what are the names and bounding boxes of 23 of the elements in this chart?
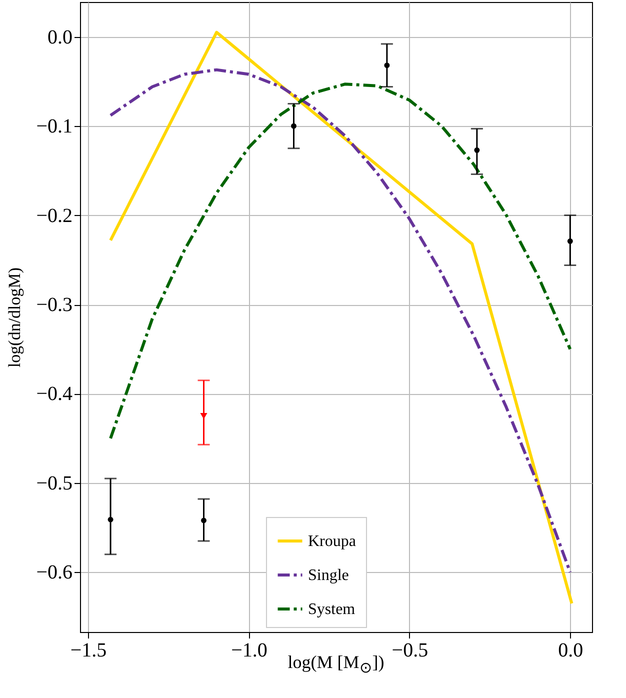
y-tick-label: 0.0	[48, 26, 72, 48]
y-tick-label: −0.4	[36, 383, 72, 406]
legend-label: Single	[308, 567, 349, 584]
x-axis-title: log(M [M$_{⊙}$])	[288, 652, 384, 677]
y-tick-label: −0.3	[36, 294, 72, 316]
legend-label: System	[308, 601, 356, 618]
line-series	[109, 82, 572, 440]
point	[201, 518, 206, 524]
x-tick-label: −1.5	[70, 640, 107, 662]
point	[384, 62, 390, 68]
point	[290, 123, 296, 129]
y-axis-title: log(dn/dlogM)	[5, 267, 24, 368]
point	[108, 516, 114, 522]
point	[567, 238, 573, 244]
y-tick-label: −0.2	[36, 204, 72, 227]
x-tick-label: 0.0	[558, 640, 584, 662]
x-tick-label: −1.0	[231, 640, 268, 662]
y-tick-label: −0.5	[36, 472, 72, 494]
legend-label: Kroupa	[308, 533, 356, 550]
x-tick-label: −0.5	[392, 640, 428, 662]
y-tick-label: −0.6	[36, 562, 72, 584]
point	[474, 147, 480, 153]
y-tick-label: −0.1	[36, 116, 72, 138]
